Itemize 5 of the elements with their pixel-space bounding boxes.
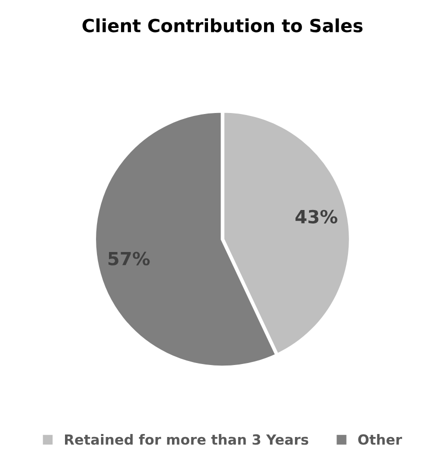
data-label: 43% (296, 210, 338, 224)
chart-title: Client Contribution to Sales (82, 18, 362, 32)
data-label: 57% (108, 252, 150, 266)
legend-label: Other (358, 434, 402, 445)
legend-label: Retained for more than 3 Years (65, 434, 308, 445)
